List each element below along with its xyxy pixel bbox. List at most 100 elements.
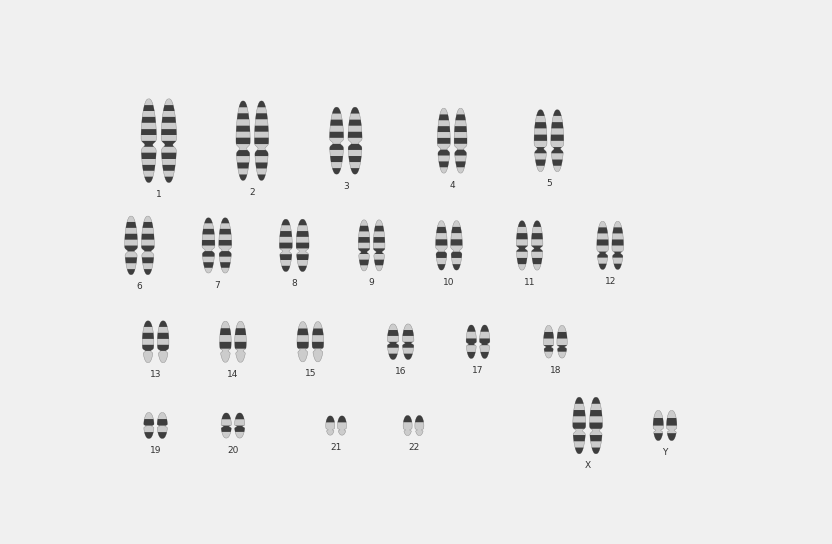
Polygon shape [297, 342, 309, 349]
Polygon shape [236, 150, 250, 156]
Polygon shape [479, 325, 490, 358]
Polygon shape [142, 165, 155, 171]
Polygon shape [222, 413, 230, 419]
Polygon shape [235, 342, 246, 349]
Polygon shape [452, 227, 462, 233]
Text: 13: 13 [150, 370, 161, 379]
Text: 21: 21 [330, 443, 342, 452]
Polygon shape [454, 126, 467, 132]
Polygon shape [141, 129, 156, 135]
Polygon shape [666, 410, 677, 441]
Text: 15: 15 [305, 369, 316, 379]
Polygon shape [575, 448, 583, 454]
Polygon shape [159, 321, 167, 327]
Polygon shape [348, 144, 362, 150]
Text: 20: 20 [227, 446, 239, 455]
Polygon shape [597, 221, 608, 269]
Polygon shape [451, 239, 463, 245]
Polygon shape [125, 216, 137, 275]
Polygon shape [338, 416, 346, 422]
Polygon shape [518, 221, 526, 227]
Polygon shape [451, 252, 462, 258]
Polygon shape [466, 338, 477, 345]
Text: 11: 11 [524, 277, 535, 287]
Polygon shape [374, 237, 385, 243]
Polygon shape [573, 410, 586, 416]
Polygon shape [142, 345, 154, 351]
Polygon shape [387, 324, 399, 360]
Polygon shape [374, 259, 384, 265]
Polygon shape [143, 105, 154, 111]
Polygon shape [257, 101, 265, 107]
Polygon shape [517, 258, 527, 264]
Text: 1: 1 [156, 190, 161, 199]
Polygon shape [389, 354, 398, 360]
Polygon shape [438, 126, 450, 132]
Polygon shape [590, 435, 602, 441]
Polygon shape [666, 418, 677, 425]
Polygon shape [161, 141, 176, 147]
Polygon shape [165, 177, 173, 183]
Polygon shape [236, 126, 250, 132]
Polygon shape [205, 218, 212, 223]
Polygon shape [142, 222, 153, 228]
Text: Y: Y [662, 448, 667, 457]
Polygon shape [329, 144, 344, 150]
Polygon shape [297, 329, 309, 335]
Polygon shape [572, 397, 586, 454]
Text: 8: 8 [291, 279, 297, 288]
Polygon shape [332, 168, 341, 174]
Polygon shape [299, 219, 307, 225]
Polygon shape [236, 138, 250, 144]
Polygon shape [403, 342, 414, 348]
Polygon shape [220, 342, 231, 349]
Polygon shape [537, 110, 545, 116]
Polygon shape [280, 243, 292, 249]
Polygon shape [158, 432, 166, 438]
Polygon shape [157, 321, 169, 363]
Polygon shape [161, 99, 176, 183]
Polygon shape [220, 262, 230, 268]
Polygon shape [125, 257, 137, 263]
Polygon shape [255, 113, 268, 119]
Polygon shape [157, 333, 169, 339]
Polygon shape [220, 328, 231, 335]
Text: 19: 19 [150, 446, 161, 455]
Polygon shape [280, 254, 292, 260]
Polygon shape [157, 345, 169, 351]
Polygon shape [239, 175, 247, 181]
Polygon shape [221, 218, 230, 223]
Polygon shape [145, 432, 153, 438]
Polygon shape [388, 330, 399, 336]
Polygon shape [141, 99, 156, 183]
Polygon shape [552, 147, 563, 153]
Polygon shape [255, 138, 269, 144]
Polygon shape [296, 219, 309, 271]
Polygon shape [255, 126, 269, 132]
Polygon shape [479, 338, 490, 345]
Polygon shape [534, 110, 547, 172]
Polygon shape [374, 249, 385, 254]
Polygon shape [329, 132, 344, 138]
Polygon shape [438, 150, 449, 156]
Polygon shape [557, 332, 567, 338]
Polygon shape [404, 416, 412, 436]
Polygon shape [455, 114, 466, 120]
Polygon shape [239, 101, 247, 107]
Polygon shape [454, 138, 467, 144]
Polygon shape [436, 239, 448, 245]
Polygon shape [532, 233, 542, 239]
Polygon shape [220, 321, 231, 362]
Polygon shape [573, 435, 585, 441]
Polygon shape [653, 418, 663, 425]
Polygon shape [516, 221, 527, 270]
Polygon shape [235, 413, 245, 438]
Text: 17: 17 [473, 366, 483, 375]
Polygon shape [142, 333, 154, 339]
Polygon shape [163, 105, 175, 111]
Polygon shape [667, 433, 676, 441]
Polygon shape [157, 412, 167, 438]
Polygon shape [330, 120, 343, 126]
Polygon shape [236, 101, 250, 181]
Polygon shape [374, 220, 385, 271]
